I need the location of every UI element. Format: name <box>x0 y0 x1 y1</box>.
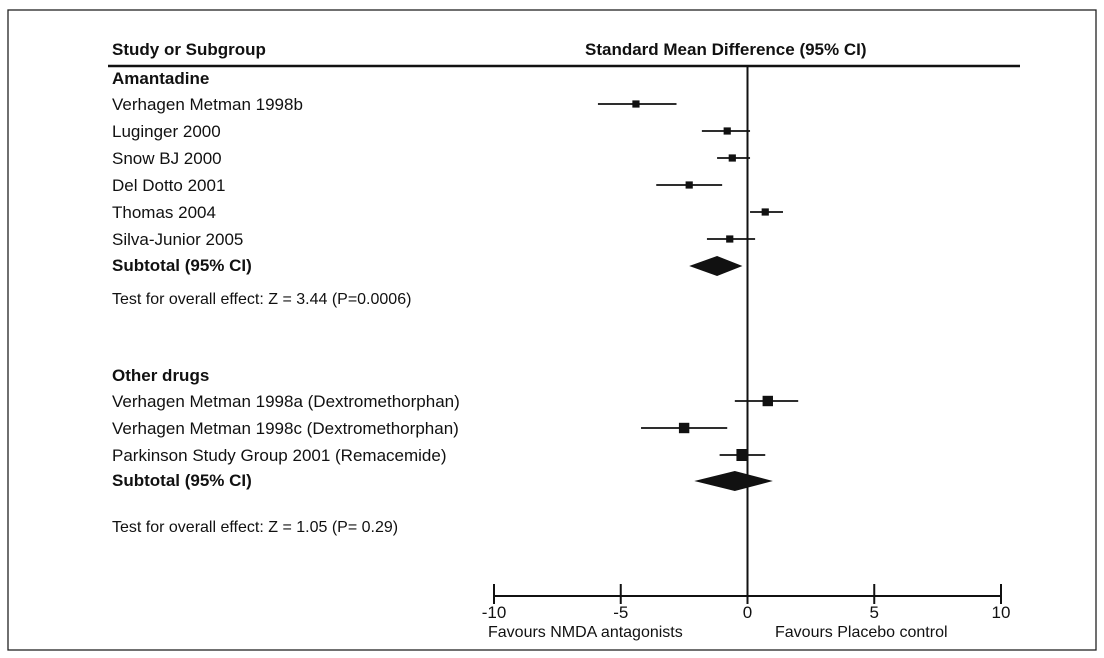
study-label: Snow BJ 2000 <box>112 149 222 168</box>
subtotal-label: Subtotal (95% CI) <box>112 256 252 275</box>
study-label: Verhagen Metman 1998c (Dextromethorphan) <box>112 419 459 438</box>
study-label: Verhagen Metman 1998b <box>112 95 303 114</box>
overall-effect-text: Test for overall effect: Z = 3.44 (P=0.0… <box>112 291 411 308</box>
subtotal-diamond <box>689 256 743 276</box>
x-tick-label: 5 <box>870 603 879 622</box>
effect-square <box>726 235 734 243</box>
study-label: Parkinson Study Group 2001 (Remacemide) <box>112 446 447 465</box>
study-label: Del Dotto 2001 <box>112 176 225 195</box>
plot-marks <box>597 66 799 596</box>
study-label: Silva-Junior 2005 <box>112 230 243 249</box>
favours-left-label: Favours NMDA antagonists <box>488 624 683 641</box>
study-label: Luginger 2000 <box>112 122 221 141</box>
figure-frame <box>7 9 1097 651</box>
overall-effect-text: Test for overall effect: Z = 1.05 (P= 0.… <box>112 519 398 536</box>
effect-square <box>723 127 731 135</box>
effect-square <box>736 449 749 461</box>
effect-square <box>762 395 773 407</box>
group-heading-amantadine: Amantadine <box>112 69 209 88</box>
study-label: Thomas 2004 <box>112 203 216 222</box>
x-tick-label: -5 <box>613 603 628 622</box>
effect-square <box>632 100 640 108</box>
favours-right-label: Favours Placebo control <box>775 624 948 641</box>
x-tick-label: 10 <box>992 603 1011 622</box>
effect-square <box>685 181 693 189</box>
header-left: Study or Subgroup <box>112 40 266 59</box>
x-tick-label: 0 <box>743 603 752 622</box>
effect-square <box>678 422 690 434</box>
x-tick-label: -10 <box>482 603 507 622</box>
group-heading-other-drugs: Other drugs <box>112 366 209 385</box>
effect-square <box>761 208 769 216</box>
header-right: Standard Mean Difference (95% CI) <box>585 40 867 59</box>
study-label: Verhagen Metman 1998a (Dextromethorphan) <box>112 392 460 411</box>
subtotal-label: Subtotal (95% CI) <box>112 471 252 490</box>
subtotal-diamond <box>694 471 773 491</box>
effect-square <box>728 154 736 162</box>
x-axis: -10 -5 0 5 10 <box>482 584 1011 622</box>
